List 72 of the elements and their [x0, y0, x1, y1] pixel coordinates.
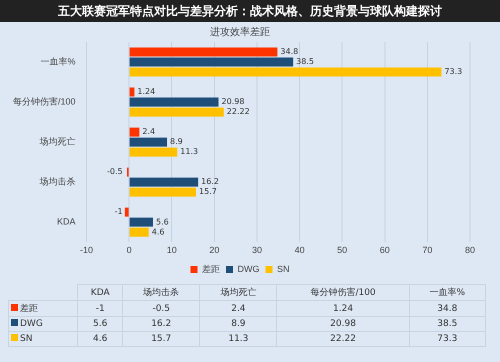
x-tick-label: 80: [464, 245, 476, 256]
x-tick-label: 60: [380, 245, 390, 256]
y-tick-label: 一血率%: [40, 56, 76, 67]
data-label: 34.8: [409, 300, 486, 316]
x-tick-label: 70: [422, 245, 432, 256]
data-label: 16.2: [122, 316, 200, 332]
bar: [130, 228, 149, 237]
data-label: 11.3: [180, 147, 198, 156]
x-tick-label: 10: [166, 245, 177, 256]
data-label: 5.6: [78, 316, 123, 332]
legend-label: SN: [8, 332, 78, 346]
data-label: 38.5: [296, 57, 314, 66]
data-label: 2.4: [200, 300, 277, 316]
data-label: -1: [114, 207, 123, 216]
x-tick-label: 30: [252, 245, 262, 256]
data-label: 15.7: [199, 187, 217, 196]
text: 五大联赛冠军特点对比与差异分析：战术风格、历史背景与球队构建探讨: [0, 0, 500, 22]
data-label: 4.6: [152, 227, 164, 236]
bar: [130, 88, 134, 97]
bar: [130, 98, 219, 107]
x-tick-label: 50: [337, 245, 348, 256]
bar: [130, 108, 224, 117]
category-label: KDA: [78, 284, 123, 300]
data-label: 73.3: [409, 332, 486, 346]
data-label: 1.24: [137, 87, 156, 96]
data-label: 73.3: [444, 67, 462, 76]
data-label: 11.3: [200, 332, 277, 346]
y-tick-label: 场均死亡: [38, 136, 76, 147]
data-label: 22.22: [276, 332, 410, 346]
data-label: 4.6: [78, 332, 123, 346]
bar: [130, 48, 278, 57]
legend-label: DWG: [8, 316, 78, 332]
legend-label: DWG: [238, 264, 260, 274]
data-label: -1: [78, 300, 123, 316]
data-label: 5.6: [156, 217, 169, 226]
data-label: 8.9: [200, 316, 277, 332]
data-label: 8.9: [170, 137, 183, 146]
bar: [130, 148, 178, 157]
x-tick-label: 40: [294, 245, 305, 256]
bar: [130, 138, 168, 147]
x-tick-label: -10: [80, 245, 94, 256]
bar: [130, 188, 196, 197]
data-label: -0.5: [122, 300, 200, 316]
y-tick-label: 场均击杀: [38, 176, 76, 187]
category-label: 一血率%: [409, 284, 486, 300]
legend-label: 差距: [8, 300, 78, 316]
data-label: 16.2: [201, 177, 219, 186]
legend-label: 差距: [202, 264, 220, 274]
bar: [130, 58, 294, 67]
bar: [130, 128, 140, 137]
data-label: 1.24: [276, 300, 410, 316]
legend-label: SN: [276, 264, 290, 274]
data-label: 34.8: [280, 47, 298, 56]
bar: [130, 68, 442, 77]
data-label: 2.4: [142, 127, 156, 136]
data-label: 22.22: [226, 107, 250, 116]
y-tick-label: 每分钟伤害/100: [12, 96, 76, 107]
bar: [124, 208, 129, 217]
x-tick-label: 20: [209, 245, 220, 256]
bar: [130, 218, 153, 227]
data-label: 38.5: [409, 316, 486, 332]
chart-title: 进攻效率差距: [210, 26, 270, 38]
category-label: 每分钟伤害/100: [276, 284, 410, 300]
y-tick-label: KDA: [57, 216, 76, 227]
bar: [130, 178, 198, 187]
x-tick-label: 0: [126, 245, 132, 256]
data-label: 20.98: [276, 316, 410, 332]
data-label: 20.98: [222, 97, 244, 106]
data-label: -0.5: [107, 167, 123, 176]
data-label: 15.7: [122, 332, 200, 346]
category-label: 场均死亡: [200, 284, 277, 300]
category-label: 场均击杀: [122, 284, 200, 300]
